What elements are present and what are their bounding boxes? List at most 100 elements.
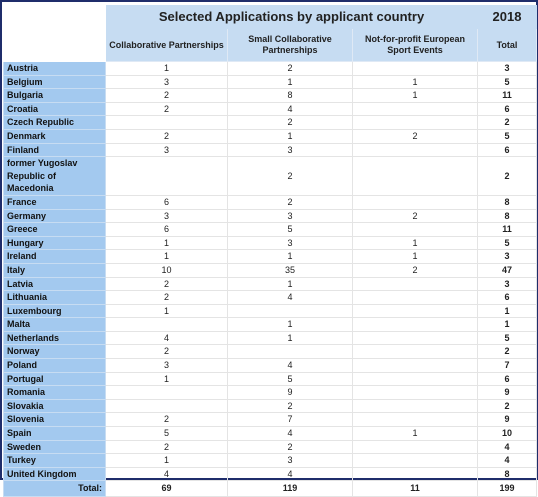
- value-cell: 5: [105, 426, 228, 441]
- value-cell: 35: [227, 262, 353, 278]
- value-cell: 69: [105, 480, 228, 497]
- value-cell: 6: [477, 371, 538, 387]
- data-row: Romania 9 9: [3, 385, 538, 400]
- value-cell: [105, 156, 228, 196]
- value-cell: [351, 303, 479, 319]
- country-cell: Luxembourg: [3, 303, 106, 319]
- country-cell: Denmark: [3, 128, 106, 144]
- data-row: Ireland 1 1 1 3: [3, 249, 538, 264]
- value-cell: 2: [351, 262, 479, 278]
- country-cell: Italy: [3, 262, 106, 278]
- value-cell: 5: [227, 222, 353, 237]
- value-cell: [351, 385, 479, 400]
- data-row: Lithuania 2 4 6: [3, 290, 538, 305]
- data-row: former Yugoslav Republic of Macedonia 2 2: [3, 156, 538, 196]
- country-cell: Turkey: [3, 453, 106, 468]
- data-row: Belgium 3 1 1 5: [3, 74, 538, 90]
- country-cell: Spain: [3, 426, 106, 441]
- table-title: Selected Applications by applicant count…: [104, 5, 479, 29]
- country-cell: Netherlands: [3, 330, 106, 346]
- value-cell: 8: [477, 194, 538, 210]
- value-cell: 1: [105, 371, 228, 387]
- country-cell: Lithuania: [3, 290, 106, 305]
- value-cell: 2: [227, 115, 353, 130]
- country-cell: Poland: [3, 358, 106, 373]
- country-cell: Germany: [3, 208, 106, 224]
- value-cell: 2: [351, 208, 479, 224]
- country-cell: Sweden: [3, 439, 106, 455]
- data-row: Portugal 1 5 6: [3, 371, 538, 387]
- data-row: Finland 3 3 6: [3, 142, 538, 158]
- country-cell: United Kingdom: [3, 466, 106, 482]
- value-cell: 1: [477, 317, 538, 332]
- value-cell: 1: [351, 249, 479, 264]
- value-cell: 3: [227, 235, 353, 251]
- value-cell: 3: [105, 358, 228, 373]
- value-cell: 2: [227, 439, 353, 455]
- value-cell: [351, 317, 479, 332]
- data-row: Croatia 2 4 6: [3, 101, 538, 117]
- value-cell: 4: [227, 358, 353, 373]
- value-cell: 7: [227, 412, 353, 428]
- value-cell: 2: [227, 156, 353, 196]
- value-cell: 3: [105, 74, 228, 90]
- value-cell: 2: [227, 61, 353, 76]
- value-cell: 4: [477, 453, 538, 468]
- value-cell: 1: [105, 249, 228, 264]
- value-cell: [351, 142, 479, 158]
- value-cell: 1: [105, 453, 228, 468]
- value-cell: 1: [227, 317, 353, 332]
- value-cell: 3: [227, 142, 353, 158]
- column-header: Not-for-profit European Sport Events: [351, 28, 479, 62]
- value-cell: [351, 412, 479, 428]
- value-cell: 199: [477, 480, 538, 497]
- value-cell: 2: [105, 439, 228, 455]
- blank-cell: [3, 28, 106, 62]
- value-cell: 1: [105, 303, 228, 319]
- value-cell: 11: [477, 222, 538, 237]
- total-row: Total: 69 119 11 199: [3, 480, 538, 497]
- value-cell: [351, 61, 479, 76]
- value-cell: [351, 330, 479, 346]
- value-cell: 11: [477, 88, 538, 103]
- value-cell: 7: [477, 358, 538, 373]
- data-row: Slovakia 2 2: [3, 398, 538, 414]
- value-cell: 1: [477, 303, 538, 319]
- value-cell: 3: [227, 453, 353, 468]
- value-cell: [105, 115, 228, 130]
- data-row: Austria 1 2 3: [3, 61, 538, 76]
- value-cell: 2: [227, 398, 353, 414]
- value-cell: 2: [105, 412, 228, 428]
- value-cell: 6: [105, 222, 228, 237]
- country-cell: Bulgaria: [3, 88, 106, 103]
- value-cell: 2: [477, 115, 538, 130]
- value-cell: 1: [351, 74, 479, 90]
- value-cell: 4: [105, 466, 228, 482]
- value-cell: 6: [477, 101, 538, 117]
- value-cell: 11: [351, 480, 479, 497]
- value-cell: 5: [227, 371, 353, 387]
- country-cell: Slovakia: [3, 398, 106, 414]
- value-cell: 9: [227, 385, 353, 400]
- data-row: Malta 1 1: [3, 317, 538, 332]
- value-cell: 1: [227, 330, 353, 346]
- value-cell: [105, 317, 228, 332]
- value-cell: 4: [227, 466, 353, 482]
- value-cell: 3: [477, 249, 538, 264]
- value-cell: 2: [477, 156, 538, 196]
- value-cell: 10: [477, 426, 538, 441]
- value-cell: [351, 115, 479, 130]
- data-row: France 6 2 8: [3, 194, 538, 210]
- value-cell: [351, 101, 479, 117]
- data-row: Slovenia 2 7 9: [3, 412, 538, 428]
- data-row: Netherlands 4 1 5: [3, 330, 538, 346]
- data-row: Poland 3 4 7: [3, 358, 538, 373]
- country-cell: Austria: [3, 61, 106, 76]
- value-cell: 6: [477, 290, 538, 305]
- value-cell: 1: [105, 235, 228, 251]
- value-cell: [351, 466, 479, 482]
- data-row: Czech Republic 2 2: [3, 115, 538, 130]
- value-cell: [351, 344, 479, 360]
- data-row: Latvia 2 1 3: [3, 276, 538, 292]
